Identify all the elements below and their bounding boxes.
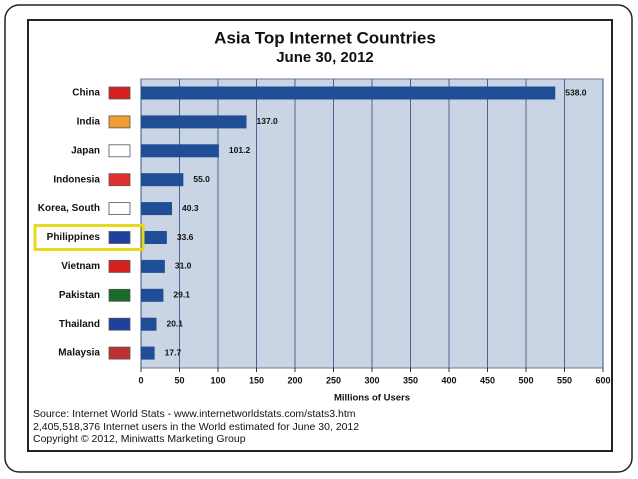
bar bbox=[141, 173, 184, 187]
value-label: 20.1 bbox=[166, 318, 183, 328]
flag-icon bbox=[108, 231, 131, 244]
value-label: 101.2 bbox=[229, 145, 251, 155]
x-tick-label: 300 bbox=[364, 375, 379, 385]
x-tick-label: 150 bbox=[249, 375, 264, 385]
flag-icon bbox=[108, 317, 131, 331]
flag-icon bbox=[108, 115, 131, 129]
bar bbox=[141, 202, 173, 216]
source-note: 2,405,518,376 Internet users in the Worl… bbox=[33, 421, 359, 433]
bar bbox=[141, 288, 164, 302]
highlight-box bbox=[33, 224, 145, 251]
x-tick-label: 50 bbox=[174, 375, 184, 385]
value-label: 29.1 bbox=[173, 290, 190, 300]
source-note: Source: Internet World Stats - www.inter… bbox=[33, 408, 356, 420]
value-label: 33.6 bbox=[177, 232, 194, 242]
flag-icon bbox=[108, 259, 131, 273]
value-label: 55.0 bbox=[193, 174, 210, 184]
bar bbox=[141, 317, 157, 331]
x-tick-label: 450 bbox=[480, 375, 495, 385]
y-tick-label: India bbox=[77, 117, 101, 128]
y-tick-label: Japan bbox=[71, 145, 100, 156]
y-tick-label: Korea, South bbox=[38, 203, 100, 214]
value-label: 17.7 bbox=[165, 347, 182, 357]
x-tick-label: 200 bbox=[287, 375, 302, 385]
y-tick-label: Indonesia bbox=[53, 174, 100, 185]
x-tick-label: 250 bbox=[326, 375, 341, 385]
value-label: 538.0 bbox=[565, 87, 587, 97]
flag-icon bbox=[108, 144, 131, 158]
flag-icon bbox=[108, 288, 131, 302]
value-label: 40.3 bbox=[182, 203, 199, 213]
flag-icon bbox=[108, 346, 131, 360]
x-axis-label: Millions of Users bbox=[334, 393, 410, 404]
chart-subtitle: June 30, 2012 bbox=[276, 49, 374, 66]
bar bbox=[141, 144, 219, 158]
value-label: 137.0 bbox=[256, 116, 278, 126]
x-tick-label: 400 bbox=[441, 375, 456, 385]
bar bbox=[141, 346, 155, 360]
flag-icon bbox=[108, 86, 131, 100]
x-tick-label: 100 bbox=[210, 375, 225, 385]
chart-title: Asia Top Internet Countries bbox=[214, 28, 436, 47]
x-tick-label: 600 bbox=[595, 375, 610, 385]
source-note: Copyright © 2012, Miniwatts Marketing Gr… bbox=[33, 433, 246, 445]
y-tick-label: Thailand bbox=[59, 319, 100, 330]
y-tick-label: Philippines bbox=[47, 232, 101, 243]
value-label: 31.0 bbox=[175, 261, 192, 271]
bar bbox=[141, 231, 167, 244]
x-tick-label: 500 bbox=[518, 375, 533, 385]
y-tick-label: China bbox=[72, 88, 100, 99]
x-tick-label: 350 bbox=[403, 375, 418, 385]
x-tick-label: 550 bbox=[557, 375, 572, 385]
y-tick-label: Vietnam bbox=[61, 261, 100, 272]
bar bbox=[141, 86, 556, 100]
bar bbox=[141, 115, 247, 129]
y-tick-label: Malaysia bbox=[58, 348, 100, 359]
y-tick-label: Pakistan bbox=[59, 290, 100, 301]
flag-icon bbox=[108, 202, 131, 216]
flag-icon bbox=[108, 173, 131, 187]
bar bbox=[141, 259, 165, 273]
x-tick-label: 0 bbox=[138, 375, 143, 385]
